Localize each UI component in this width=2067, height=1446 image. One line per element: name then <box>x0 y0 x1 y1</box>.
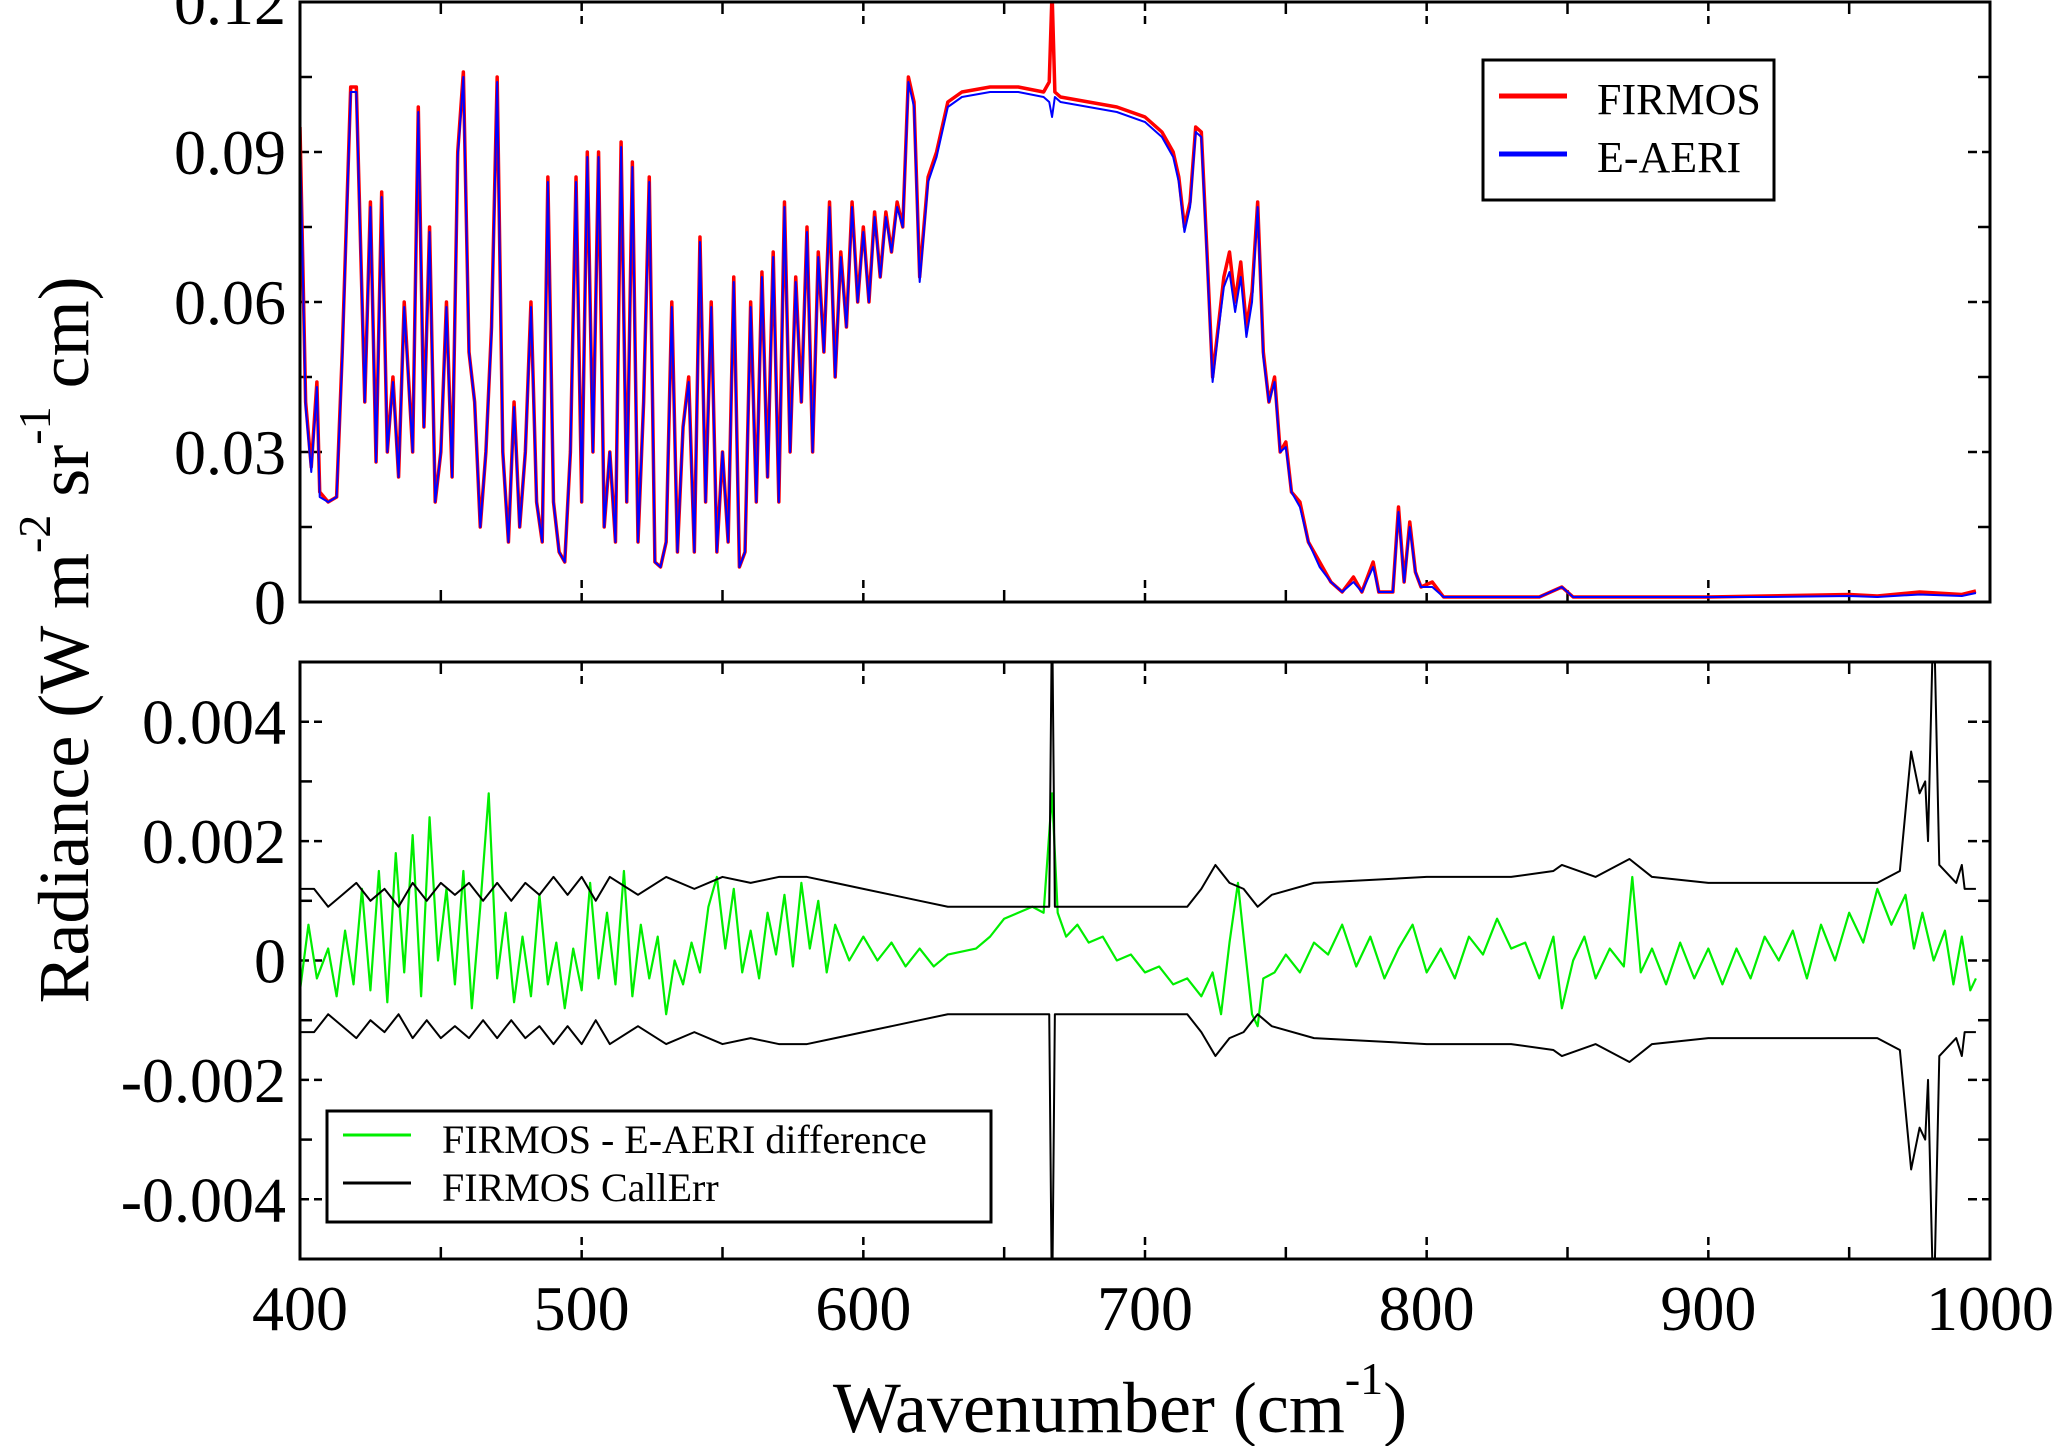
series-firmos-callerr-line <box>300 662 1976 908</box>
legend-label: FIRMOS CallErr <box>442 1165 719 1210</box>
x-axis-label-end: ) <box>1383 1368 1407 1446</box>
y-tick-label: 0 <box>254 926 286 997</box>
series-firmos-callerr-lower-line <box>300 1013 1976 1259</box>
x-tick-label: 900 <box>1660 1273 1756 1344</box>
y-tick-label: 0.004 <box>142 687 286 758</box>
x-tick-label: 500 <box>534 1273 630 1344</box>
legend-label: FIRMOS - E-AERI difference <box>442 1117 927 1162</box>
y-axis-label-main: Radiance (W m <box>24 553 104 1004</box>
y-axis-label-sup2: -1 <box>9 406 60 444</box>
legend-label: FIRMOS <box>1597 75 1761 124</box>
plot-frame <box>298 660 1992 1261</box>
y-axis-label: Radiance (W m-2 sr-1 cm) <box>9 276 104 1003</box>
series-firmos-e-aeri-difference-line <box>300 792 1977 1028</box>
legend-label: E-AERI <box>1597 133 1741 182</box>
y-tick-label: 0.06 <box>174 267 286 338</box>
bottom-panel: -0.004 -0.002 0 0.002 0.004 FIRMOS - E-AERI d… <box>121 660 1992 1261</box>
plot-frame <box>298 0 1992 604</box>
x-tick-labels: 400 500 600 700 800 900 1000 <box>252 1273 2054 1344</box>
y-axis-label-mid: sr <box>24 445 104 515</box>
x-tick-label: 700 <box>1097 1273 1193 1344</box>
y-tick-label: 0.09 <box>174 117 286 188</box>
x-tick-label: 800 <box>1379 1273 1475 1344</box>
y-axis-label-sup1: -2 <box>9 515 60 553</box>
y-tick-label: -0.004 <box>121 1164 286 1235</box>
legend-box <box>1481 58 1776 202</box>
legend-box <box>325 1109 993 1224</box>
x-tick-label: 600 <box>815 1273 911 1344</box>
y-axis-label-end: cm) <box>24 276 104 406</box>
x-axis-label: Wavenumber (cm-1) <box>833 1353 1407 1446</box>
y-tick-label: 0.002 <box>142 806 286 877</box>
series-e-aeri-line <box>300 76 1977 598</box>
x-tick-label: 1000 <box>1926 1273 2054 1344</box>
y-tick-label: 0 <box>254 567 286 638</box>
y-tick-label: -0.002 <box>121 1045 286 1116</box>
top-panel: 0 0.03 0.06 0.09 0.12 FIRMOS E-AERI <box>174 0 1992 638</box>
x-axis-label-main: Wavenumber (cm <box>833 1368 1345 1446</box>
y-tick-label: 0.03 <box>174 417 286 488</box>
y-tick-label: 0.12 <box>174 0 286 38</box>
legend: FIRMOS E-AERI <box>1481 58 1776 202</box>
x-tick-label: 400 <box>252 1273 348 1344</box>
x-axis-label-sup: -1 <box>1345 1353 1383 1404</box>
